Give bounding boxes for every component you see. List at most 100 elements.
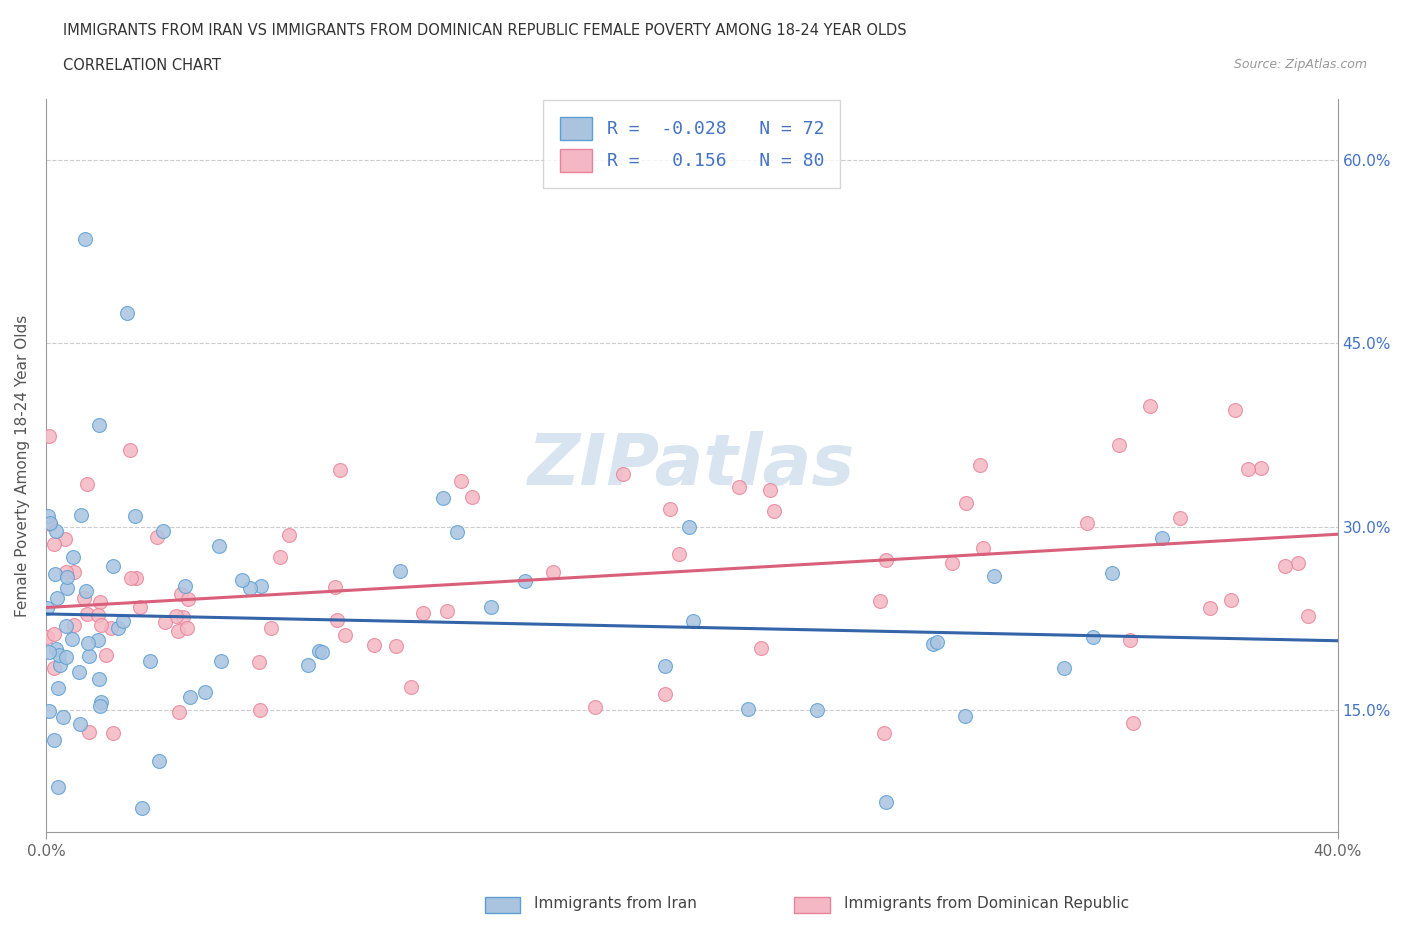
Point: [75, 583, 97, 598]
Point: [249, 578, 271, 593]
Point: [44, 567, 66, 582]
Point: [38, 515, 60, 530]
Point: [73, 232, 96, 246]
Point: [1122, 716, 1144, 731]
Point: [1220, 593, 1243, 608]
Text: Immigrants from Dominican Republic: Immigrants from Dominican Republic: [844, 897, 1129, 911]
Point: [124, 509, 146, 524]
Point: [583, 699, 606, 714]
Point: [55, 565, 77, 579]
Point: [49, 658, 72, 672]
Point: [179, 690, 201, 705]
Point: [326, 613, 349, 628]
Y-axis label: Female Poverty Among 18-24 Year Olds: Female Poverty Among 18-24 Year Olds: [15, 314, 30, 617]
Point: [983, 569, 1005, 584]
Point: [446, 525, 468, 539]
Point: [46, 779, 69, 794]
Point: [1223, 403, 1246, 418]
Point: [412, 605, 434, 620]
Point: [875, 794, 897, 809]
Text: Immigrants from Iran: Immigrants from Iran: [534, 897, 697, 911]
Point: [62, 550, 84, 565]
Point: [42, 627, 65, 642]
Point: [278, 527, 301, 542]
Point: [56, 569, 79, 584]
Point: [1250, 460, 1272, 475]
Point: [209, 653, 232, 668]
Point: [165, 608, 187, 623]
Point: [249, 703, 271, 718]
Point: [1296, 608, 1319, 623]
Point: [682, 614, 704, 629]
Point: [148, 753, 170, 768]
Point: [363, 638, 385, 653]
Point: [63, 565, 86, 579]
Point: [873, 725, 896, 740]
Point: [120, 570, 142, 585]
Point: [37, 601, 59, 616]
Point: [388, 564, 411, 578]
Point: [63, 618, 86, 632]
Point: [77, 725, 100, 740]
Point: [177, 591, 200, 606]
Text: ZIPatlas: ZIPatlas: [529, 431, 855, 500]
Point: [385, 638, 408, 653]
Point: [89, 418, 111, 432]
Point: [118, 442, 141, 457]
Point: [62, 631, 84, 646]
Legend: R =  -0.028   N = 72, R =   0.156   N = 80: R = -0.028 N = 72, R = 0.156 N = 80: [543, 100, 841, 188]
Point: [1081, 630, 1104, 644]
Point: [70, 508, 93, 523]
Text: IMMIGRANTS FROM IRAN VS IMMIGRANTS FROM DOMINICAN REPUBLIC FEMALE POVERTY AMONG : IMMIGRANTS FROM IRAN VS IMMIGRANTS FROM …: [63, 23, 907, 38]
Point: [194, 685, 217, 700]
Point: [249, 655, 271, 670]
Point: [749, 640, 772, 655]
Point: [77, 635, 100, 650]
Point: [668, 547, 690, 562]
Point: [335, 627, 357, 642]
Point: [728, 480, 751, 495]
Point: [35, 630, 58, 644]
Point: [737, 702, 759, 717]
Point: [38, 429, 60, 444]
Point: [90, 695, 112, 710]
Point: [152, 524, 174, 538]
Point: [231, 573, 253, 588]
Point: [1286, 555, 1309, 570]
Point: [38, 704, 60, 719]
Point: [1076, 516, 1098, 531]
Point: [972, 540, 994, 555]
Point: [89, 594, 111, 609]
Point: [174, 578, 197, 593]
Point: [125, 571, 148, 586]
Point: [42, 733, 65, 748]
Point: [654, 658, 676, 673]
Point: [1053, 661, 1076, 676]
Point: [869, 593, 891, 608]
Point: [52, 710, 75, 724]
Point: [103, 725, 125, 740]
Point: [176, 620, 198, 635]
Point: [45, 591, 67, 606]
Point: [153, 615, 176, 630]
Point: [101, 559, 124, 574]
Point: [208, 538, 231, 553]
Point: [969, 458, 991, 472]
Point: [311, 644, 333, 659]
Point: [115, 305, 138, 320]
Point: [167, 705, 190, 720]
Point: [239, 580, 262, 595]
Point: [38, 517, 60, 532]
Point: [1108, 437, 1130, 452]
Point: [87, 671, 110, 686]
Point: [450, 474, 472, 489]
Point: [46, 680, 69, 695]
Point: [329, 462, 352, 477]
Point: [87, 608, 110, 623]
Point: [69, 716, 91, 731]
Point: [42, 537, 65, 551]
Point: [55, 649, 77, 664]
Point: [76, 606, 98, 621]
Point: [139, 654, 162, 669]
Point: [955, 709, 977, 724]
